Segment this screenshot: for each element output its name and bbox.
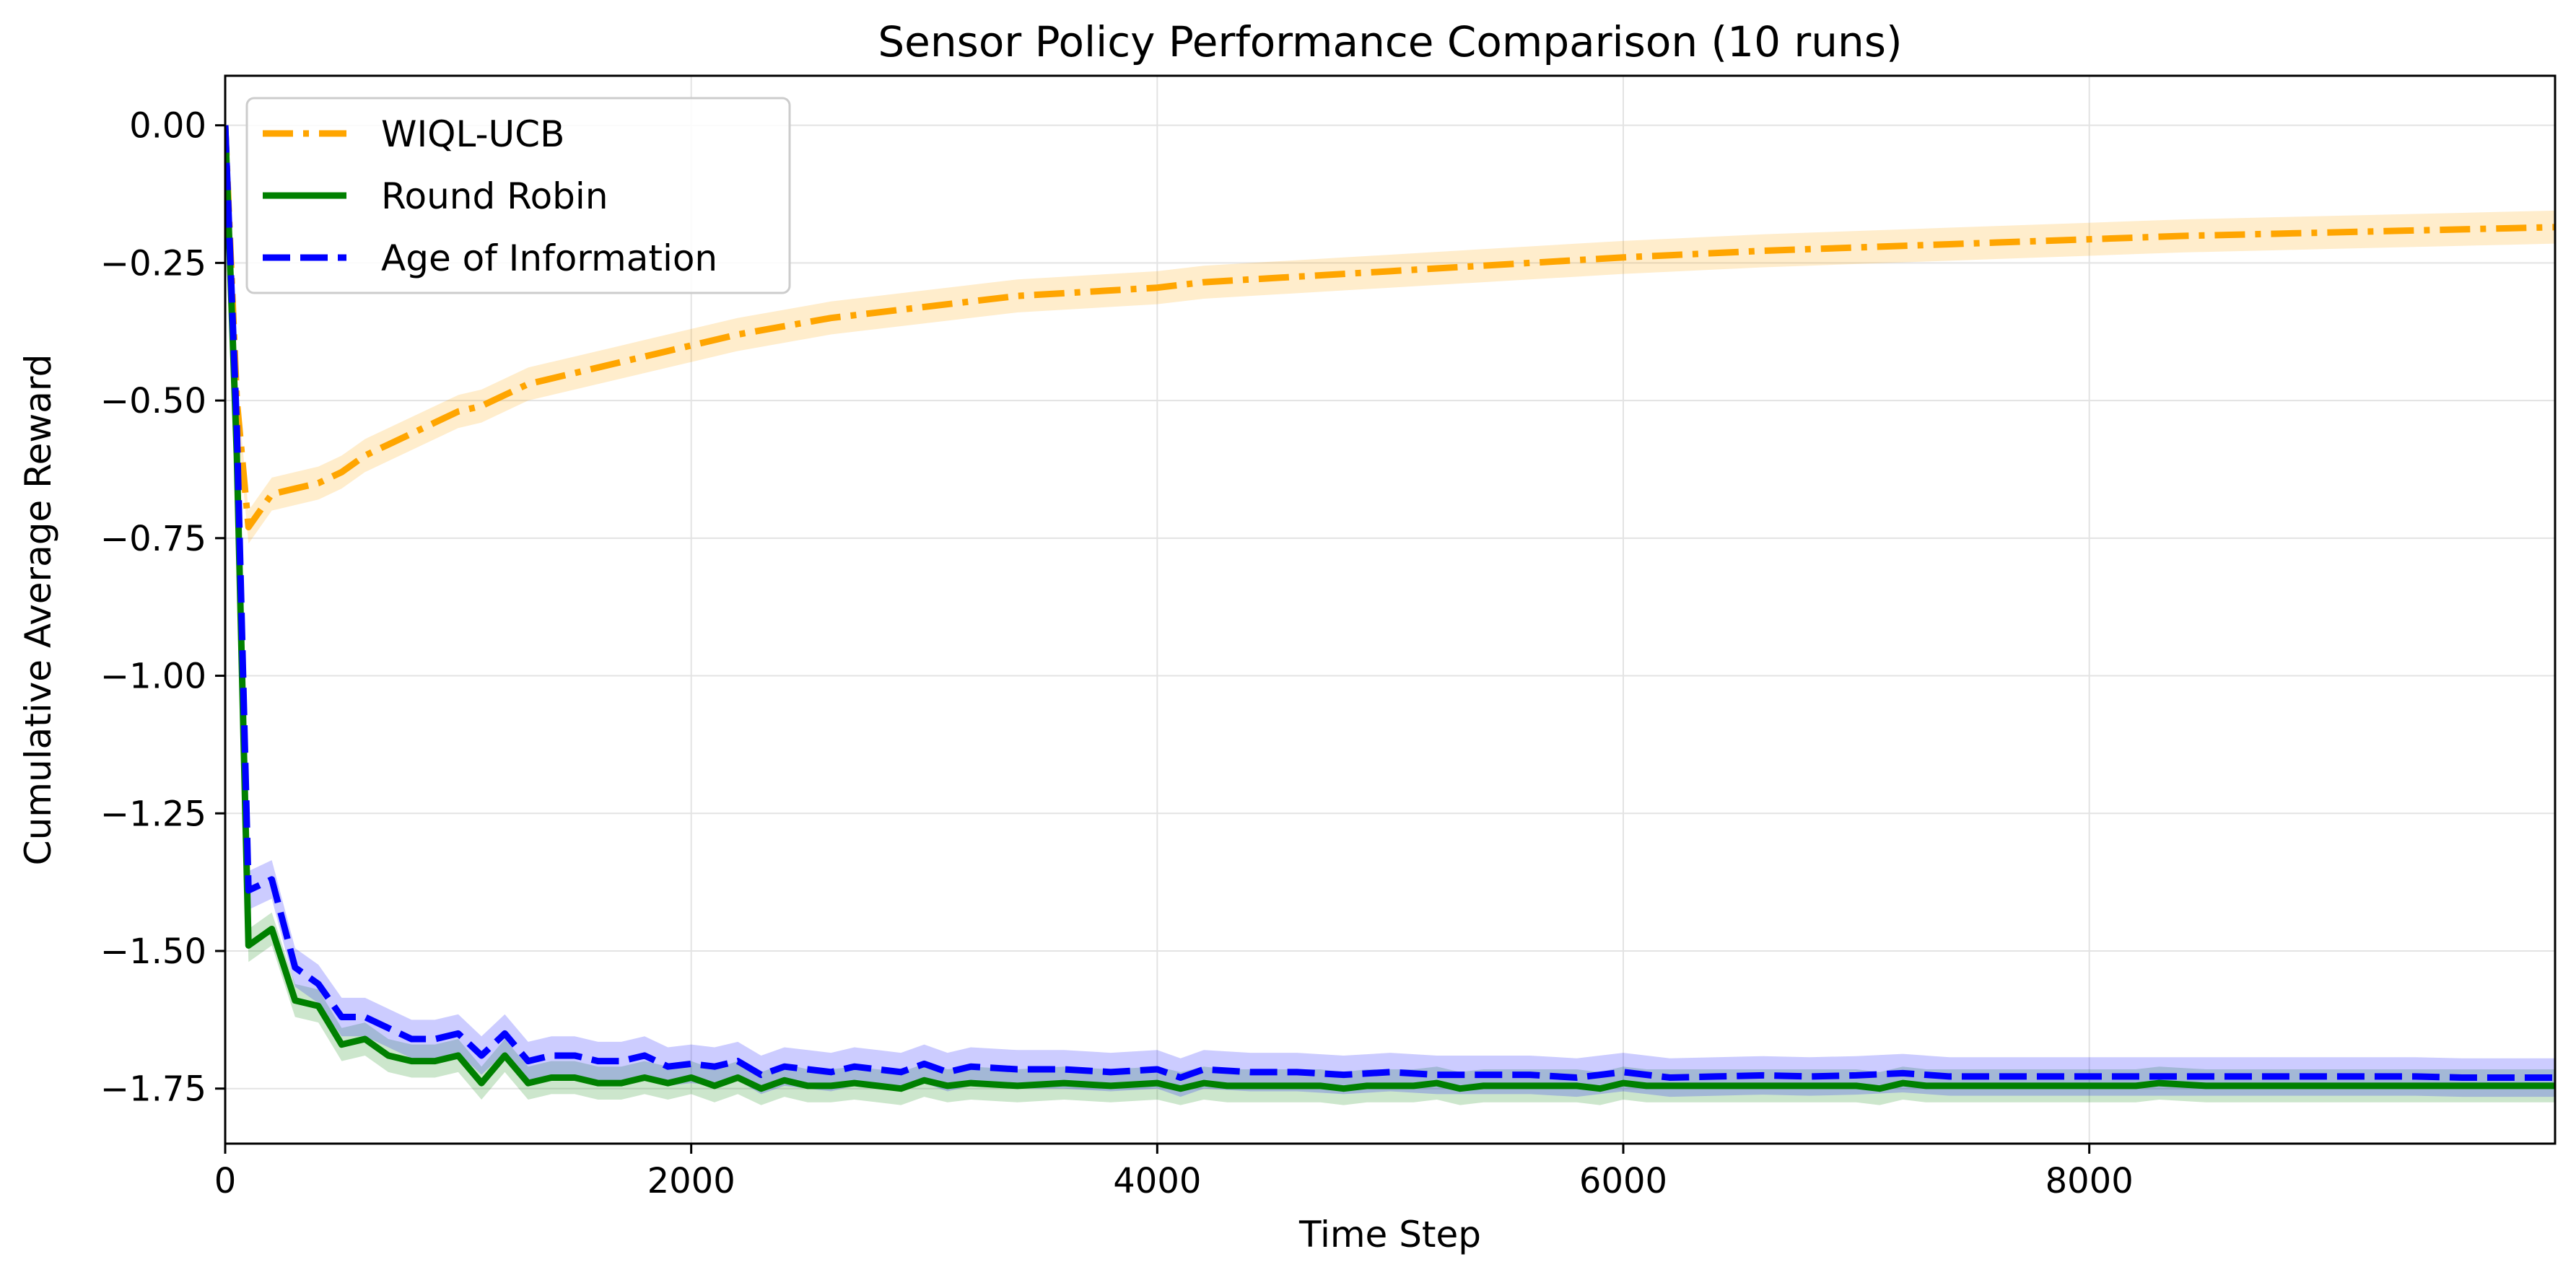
x-axis-label: Time Step bbox=[1298, 1214, 1481, 1255]
grid bbox=[224, 76, 2555, 1144]
y-tick-label: 0.00 bbox=[129, 106, 206, 146]
legend-box bbox=[245, 97, 791, 294]
y-tick-label: −0.50 bbox=[100, 381, 206, 421]
y-tick-label: −1.50 bbox=[100, 931, 206, 972]
round-robin-line bbox=[225, 125, 2555, 1092]
legend-label-wiql-ucb: WIQL-UCB bbox=[381, 113, 564, 155]
x-axis: 0 2000 4000 6000 8000 bbox=[214, 1144, 2134, 1201]
x-tick-label: 8000 bbox=[2045, 1161, 2134, 1201]
legend-label-round-robin: Round Robin bbox=[381, 175, 608, 217]
legend: WIQL-UCB Round Robin Age of Information bbox=[245, 97, 791, 294]
x-tick-label: 6000 bbox=[1579, 1161, 1667, 1201]
x-tick-label: 2000 bbox=[647, 1161, 735, 1201]
wiql-ucb-line bbox=[225, 125, 2555, 531]
legend-label-age-of-information: Age of Information bbox=[381, 237, 717, 279]
chart-title: Sensor Policy Performance Comparison (10… bbox=[878, 17, 1902, 66]
y-tick-label: −0.75 bbox=[100, 519, 206, 559]
plot-frame bbox=[224, 74, 2557, 1145]
y-tick-label: −1.25 bbox=[100, 794, 206, 834]
y-tick-label: −1.75 bbox=[100, 1069, 206, 1110]
x-tick-label: 4000 bbox=[1113, 1161, 1201, 1201]
series-lines bbox=[225, 125, 2555, 1092]
y-tick-label: −1.00 bbox=[100, 657, 206, 697]
age-of-information-line bbox=[225, 125, 2555, 1081]
y-tick-label: −0.25 bbox=[100, 243, 206, 284]
y-axis-label: Cumulative Average Reward bbox=[17, 354, 59, 866]
x-tick-label: 0 bbox=[214, 1161, 237, 1201]
y-axis: 0.00 −0.25 −0.50 −0.75 −1.00 −1.25 −1.50 −1.75 bbox=[100, 106, 225, 1110]
